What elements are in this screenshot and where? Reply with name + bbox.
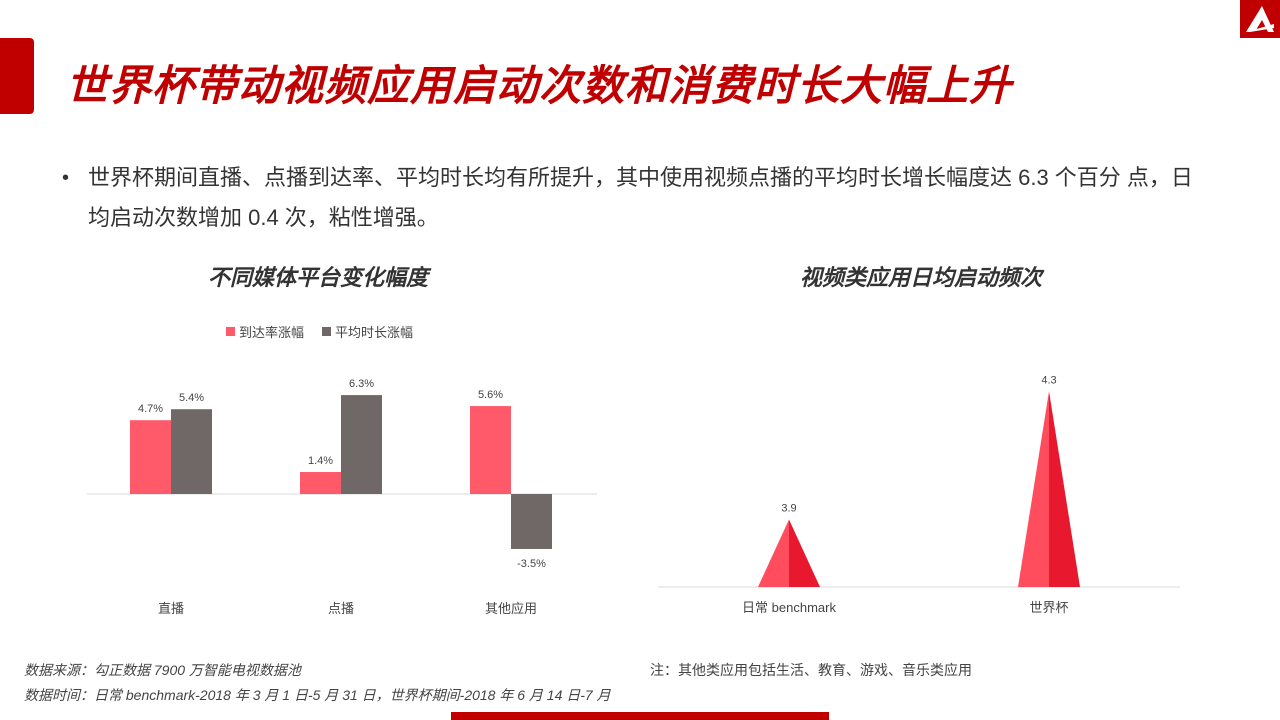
chart1-data-label: 4.7% (138, 403, 163, 415)
legend-label-reach: 到达率涨幅 (239, 325, 305, 340)
chart2-category-label: 世界杯 (1029, 600, 1068, 615)
chart1-bar-duration (341, 395, 382, 494)
bottom-accent-bar (451, 712, 829, 720)
chart2-pyramid-left (758, 519, 789, 587)
chart1-title: 不同媒体平台变化幅度 (208, 265, 429, 290)
chart1-data-label: 5.6% (478, 389, 503, 401)
chart2-svg: 3.9 日常 benchmark 4.3 世界杯 (658, 374, 1180, 615)
chart1-bar-duration (171, 409, 212, 494)
chart1-bar-duration (511, 494, 552, 549)
chart1-category-label: 其他应用 (485, 601, 537, 616)
chart2-category-label: 日常 benchmark (742, 600, 836, 615)
chart1-data-label: 1.4% (308, 455, 333, 467)
chart1-bar-reach (300, 472, 341, 494)
summary-text: 世界杯期间直播、点播到达率、平均时长均有所提升，其中使用视频点播的平均时长增长幅… (88, 165, 1193, 230)
legend-swatch-duration (322, 327, 332, 336)
chart2-pyramid-right (1049, 391, 1080, 587)
legend-swatch-reach (226, 327, 235, 336)
legend-item-reach: 到达率涨幅 (226, 322, 304, 341)
chart1-data-label: 5.4% (179, 392, 204, 404)
chart2-pyramid-right (789, 519, 820, 587)
footer-source: 数据来源：勾正数据 7900 万智能电视数据池 (24, 662, 301, 678)
legend-label-duration: 平均时长涨幅 (335, 325, 414, 340)
chart1-bar-reach (130, 420, 171, 494)
summary-bullet: • 世界杯期间直播、点播到达率、平均时长均有所提升，其中使用视频点播的平均时长增… (62, 158, 1202, 238)
chart1-category-label: 直播 (158, 601, 184, 616)
footer-time: 数据时间：日常 benchmark-2018 年 3 月 1 日-5 月 31 … (24, 687, 611, 703)
footer-note: 注：其他类应用包括生活、教育、游戏、音乐类应用 (650, 662, 972, 678)
chart2-title: 视频类应用日均启动频次 (800, 265, 1043, 290)
chart1-svg: 4.7% 5.4% 直播 1.4% 6.3% 点播 5.6% -3.5% 其他应用 (87, 378, 597, 616)
chart1-data-label: 6.3% (349, 378, 374, 390)
chart2-data-label: 3.9 (781, 503, 796, 515)
title-accent-bar (0, 38, 34, 114)
chart2-data-label: 4.3 (1041, 374, 1056, 386)
bullet-dot-icon: • (62, 167, 70, 189)
legend-item-duration: 平均时长涨幅 (322, 322, 413, 341)
chart1-category-label: 点播 (328, 601, 354, 616)
page-title: 世界杯带动视频应用启动次数和消费时长大幅上升 (66, 62, 1013, 109)
chart1-data-label: -3.5% (517, 558, 546, 570)
chart2-pyramid-left (1018, 391, 1049, 587)
chart1-legend: 到达率涨幅 平均时长涨幅 (226, 322, 413, 341)
chart1-bar-reach (470, 406, 511, 494)
brand-logo-icon (1240, 0, 1280, 38)
